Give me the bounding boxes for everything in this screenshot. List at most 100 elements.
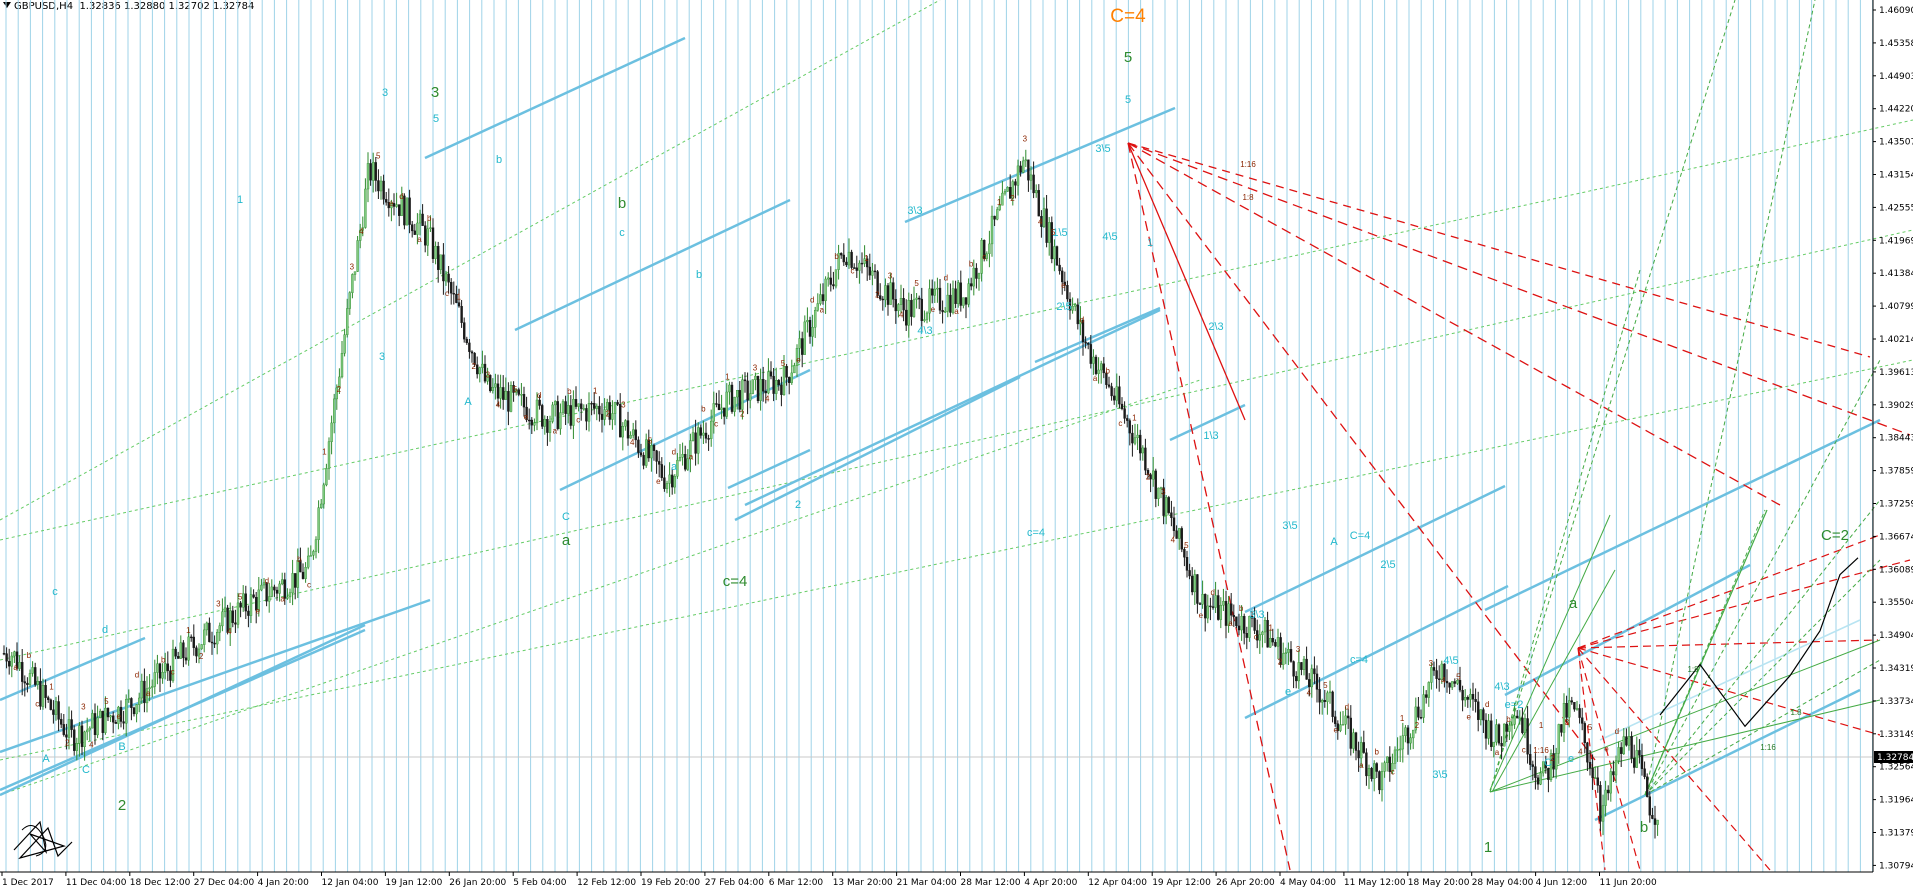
candle-body	[1479, 709, 1483, 720]
candle-body	[452, 293, 455, 295]
wave-label: C	[1544, 757, 1552, 769]
candle-body	[1071, 306, 1074, 311]
candle-body	[1307, 679, 1311, 688]
price-tick-label: 1.38443	[1879, 434, 1913, 444]
wave-label: 2	[795, 499, 801, 511]
subwave-label: a	[146, 689, 151, 698]
subwave-label: a	[417, 235, 422, 244]
candle-body	[361, 227, 364, 231]
candle-body	[642, 454, 645, 466]
candle-body	[158, 663, 162, 679]
candle-body	[473, 352, 476, 366]
candle-body	[1632, 758, 1636, 768]
candle-body	[936, 287, 939, 290]
candle-body	[385, 199, 388, 203]
candle-body	[546, 419, 549, 433]
candle-body	[1097, 369, 1100, 374]
candle-body	[1266, 620, 1269, 648]
candle-body	[247, 610, 250, 616]
candle-body	[1131, 432, 1134, 444]
candle-body	[44, 685, 47, 698]
candle-body	[1188, 570, 1191, 577]
subwave-label: d	[1210, 588, 1214, 597]
candle-body	[1274, 642, 1277, 647]
candle-body	[364, 188, 367, 228]
channel-line	[0, 636, 146, 702]
candle-body	[234, 622, 237, 625]
subwave-label: 2	[1415, 721, 1420, 730]
candle-body	[694, 432, 697, 454]
candle-body	[1073, 304, 1077, 307]
candle-body	[1287, 649, 1290, 653]
time-tick-label: 18 May 20:00	[1408, 878, 1470, 888]
subwave-label: 2	[199, 652, 204, 661]
header-menu-icon[interactable]	[3, 2, 11, 8]
candle-body	[171, 648, 175, 681]
candle-body	[691, 432, 695, 441]
candle-body	[281, 579, 284, 585]
candle-body	[1201, 594, 1204, 605]
candle-body	[343, 334, 346, 354]
candle-body	[1609, 771, 1613, 794]
candle-body	[892, 282, 895, 300]
candle-body	[210, 641, 214, 644]
subwave-label: 5	[513, 385, 518, 394]
time-tick-label: 19 Jan 12:00	[385, 878, 442, 888]
candle-body	[1606, 789, 1610, 794]
price-tick-label: 1.43154	[1879, 171, 1913, 181]
projection-path	[1659, 557, 1859, 728]
candle-body	[1411, 729, 1415, 739]
candle-body	[650, 445, 653, 459]
candle-body	[231, 610, 235, 623]
subwave-label: e	[1604, 744, 1609, 753]
candle-body	[1198, 603, 1202, 605]
candle-body	[1253, 618, 1256, 631]
fib-ratio-label: 1:16	[1533, 746, 1549, 755]
candle-body	[543, 419, 546, 427]
fan-line	[1127, 142, 1596, 761]
candle-body	[192, 636, 196, 649]
candle-body	[1268, 638, 1272, 648]
subwave-label: e	[1199, 611, 1204, 620]
candle-body	[338, 376, 341, 388]
candle-body	[7, 661, 11, 667]
candle-body	[996, 209, 999, 220]
candle-body	[504, 391, 507, 400]
candle-body	[1362, 742, 1366, 753]
candle-body	[1372, 763, 1376, 779]
candle-body	[759, 379, 762, 401]
candle-body	[208, 622, 211, 643]
candle-body	[249, 594, 253, 616]
candle-body	[1518, 717, 1522, 720]
candle-body	[1437, 678, 1441, 680]
candle-body	[1489, 720, 1493, 748]
candle-body	[811, 327, 814, 337]
candle-body	[1151, 470, 1155, 480]
candle-body	[775, 380, 778, 394]
projection-line	[1659, 557, 1859, 728]
candle-body	[405, 197, 409, 226]
fan-line	[1577, 647, 1606, 871]
subwave-label: 4	[899, 311, 904, 320]
big-wave-label: c=4	[723, 573, 748, 590]
candle-body	[470, 351, 474, 354]
candle-body	[1432, 667, 1436, 671]
candle-body	[1461, 690, 1464, 701]
candle-body	[434, 245, 437, 259]
time-tick-label: 26 Apr 20:00	[1216, 878, 1275, 888]
candle-body	[491, 387, 494, 391]
candle-body	[476, 364, 479, 375]
candle-body	[845, 261, 848, 266]
candle-body	[684, 454, 687, 470]
candle-body	[821, 294, 825, 302]
candle-body	[834, 269, 838, 287]
subwave-label: 3	[888, 271, 893, 280]
candle-body	[1263, 620, 1267, 633]
candle-body	[764, 391, 767, 394]
candle-body	[1034, 190, 1038, 194]
candle-body	[223, 607, 227, 612]
candle-body	[114, 722, 118, 724]
channel-line	[1244, 484, 1506, 614]
subwave-label: 3	[1023, 134, 1028, 143]
